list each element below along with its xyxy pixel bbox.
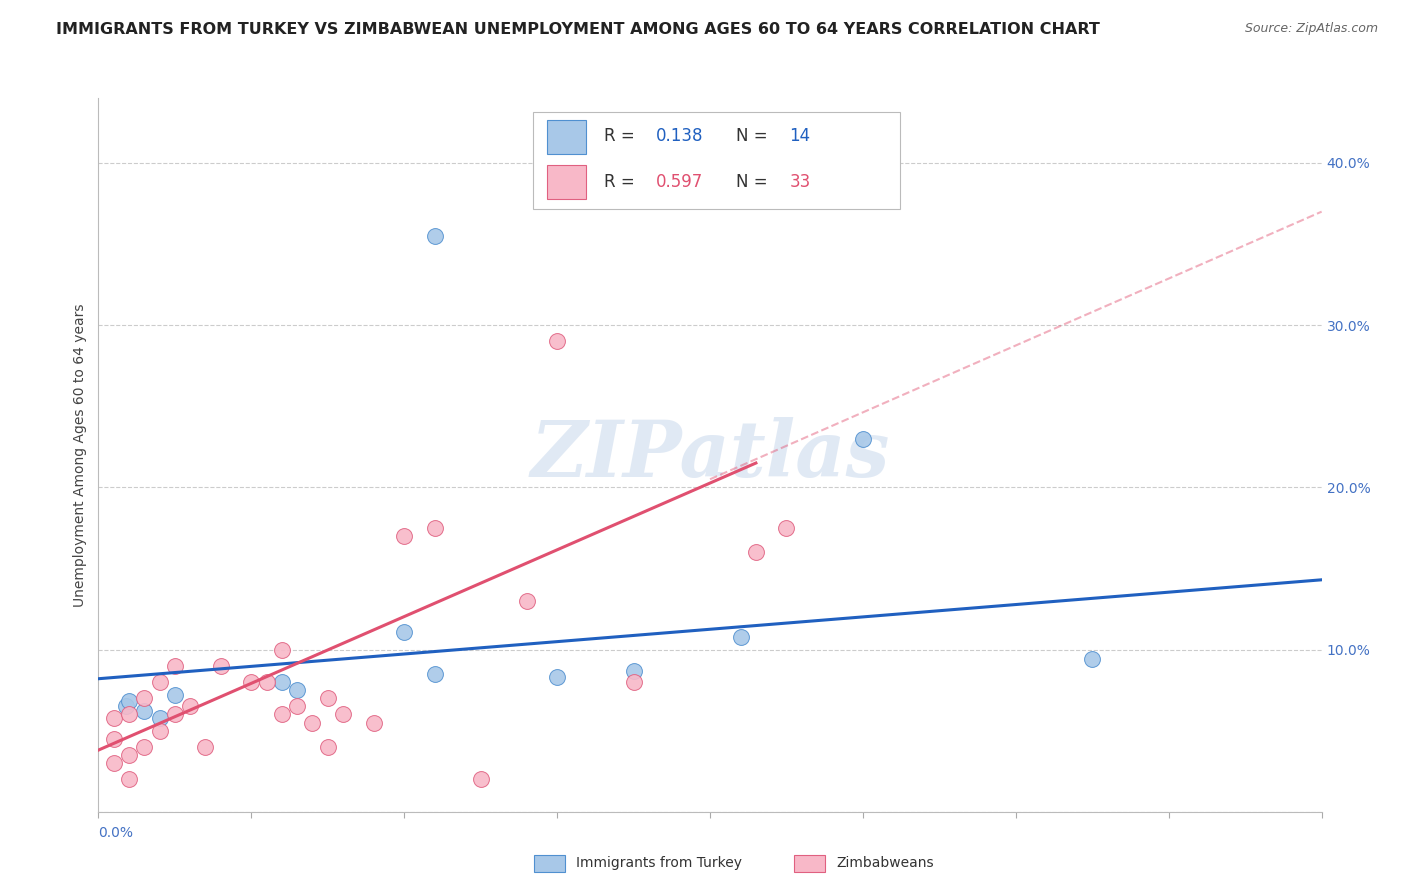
Point — [285, 699, 308, 714]
Point — [332, 707, 354, 722]
Point — [118, 772, 141, 787]
FancyBboxPatch shape — [533, 112, 900, 209]
Text: 0.597: 0.597 — [657, 173, 703, 191]
Text: Zimbabweans: Zimbabweans — [837, 856, 934, 871]
Point — [179, 699, 201, 714]
Point — [392, 529, 416, 543]
Point — [118, 747, 141, 762]
Point — [623, 675, 645, 690]
Bar — [547, 165, 586, 199]
Bar — [547, 120, 586, 153]
Point — [118, 694, 141, 708]
Point — [316, 691, 339, 706]
Point — [301, 715, 323, 730]
Point — [546, 670, 568, 684]
Point — [270, 707, 294, 722]
Text: 14: 14 — [790, 127, 811, 145]
Text: N =: N = — [735, 127, 772, 145]
Point — [256, 675, 278, 690]
Point — [745, 545, 768, 559]
Point — [240, 675, 263, 690]
Y-axis label: Unemployment Among Ages 60 to 64 years: Unemployment Among Ages 60 to 64 years — [73, 303, 87, 607]
Text: ZIPatlas: ZIPatlas — [530, 417, 890, 493]
Point — [392, 624, 416, 639]
Text: 0.0%: 0.0% — [98, 826, 134, 839]
Point — [194, 739, 217, 754]
Text: R =: R = — [603, 127, 640, 145]
Point — [775, 521, 797, 535]
Text: Immigrants from Turkey: Immigrants from Turkey — [576, 856, 742, 871]
Point — [270, 642, 294, 657]
Point — [115, 699, 138, 714]
Point — [363, 715, 385, 730]
Point — [209, 658, 232, 673]
Point — [423, 666, 446, 681]
Point — [134, 691, 156, 706]
Point — [285, 683, 308, 698]
Point — [134, 739, 156, 754]
Text: Source: ZipAtlas.com: Source: ZipAtlas.com — [1244, 22, 1378, 36]
Point — [118, 707, 141, 722]
Point — [134, 704, 156, 718]
Point — [852, 432, 875, 446]
Text: 33: 33 — [790, 173, 811, 191]
Text: IMMIGRANTS FROM TURKEY VS ZIMBABWEAN UNEMPLOYMENT AMONG AGES 60 TO 64 YEARS CORR: IMMIGRANTS FROM TURKEY VS ZIMBABWEAN UNE… — [56, 22, 1099, 37]
Text: R =: R = — [603, 173, 640, 191]
Point — [316, 739, 339, 754]
Point — [103, 756, 125, 770]
Point — [149, 675, 172, 690]
Text: 0.138: 0.138 — [657, 127, 704, 145]
Point — [1081, 652, 1104, 666]
Point — [423, 229, 446, 244]
Point — [103, 711, 125, 725]
Point — [730, 630, 752, 644]
Point — [270, 675, 294, 690]
Point — [149, 711, 172, 725]
Point — [623, 664, 645, 678]
Point — [470, 772, 492, 787]
Point — [516, 594, 538, 608]
Point — [163, 707, 186, 722]
Text: N =: N = — [735, 173, 772, 191]
Point — [163, 658, 186, 673]
Point — [103, 731, 125, 746]
Point — [149, 723, 172, 738]
Point — [163, 688, 186, 702]
Point — [546, 334, 568, 349]
Point — [423, 521, 446, 535]
